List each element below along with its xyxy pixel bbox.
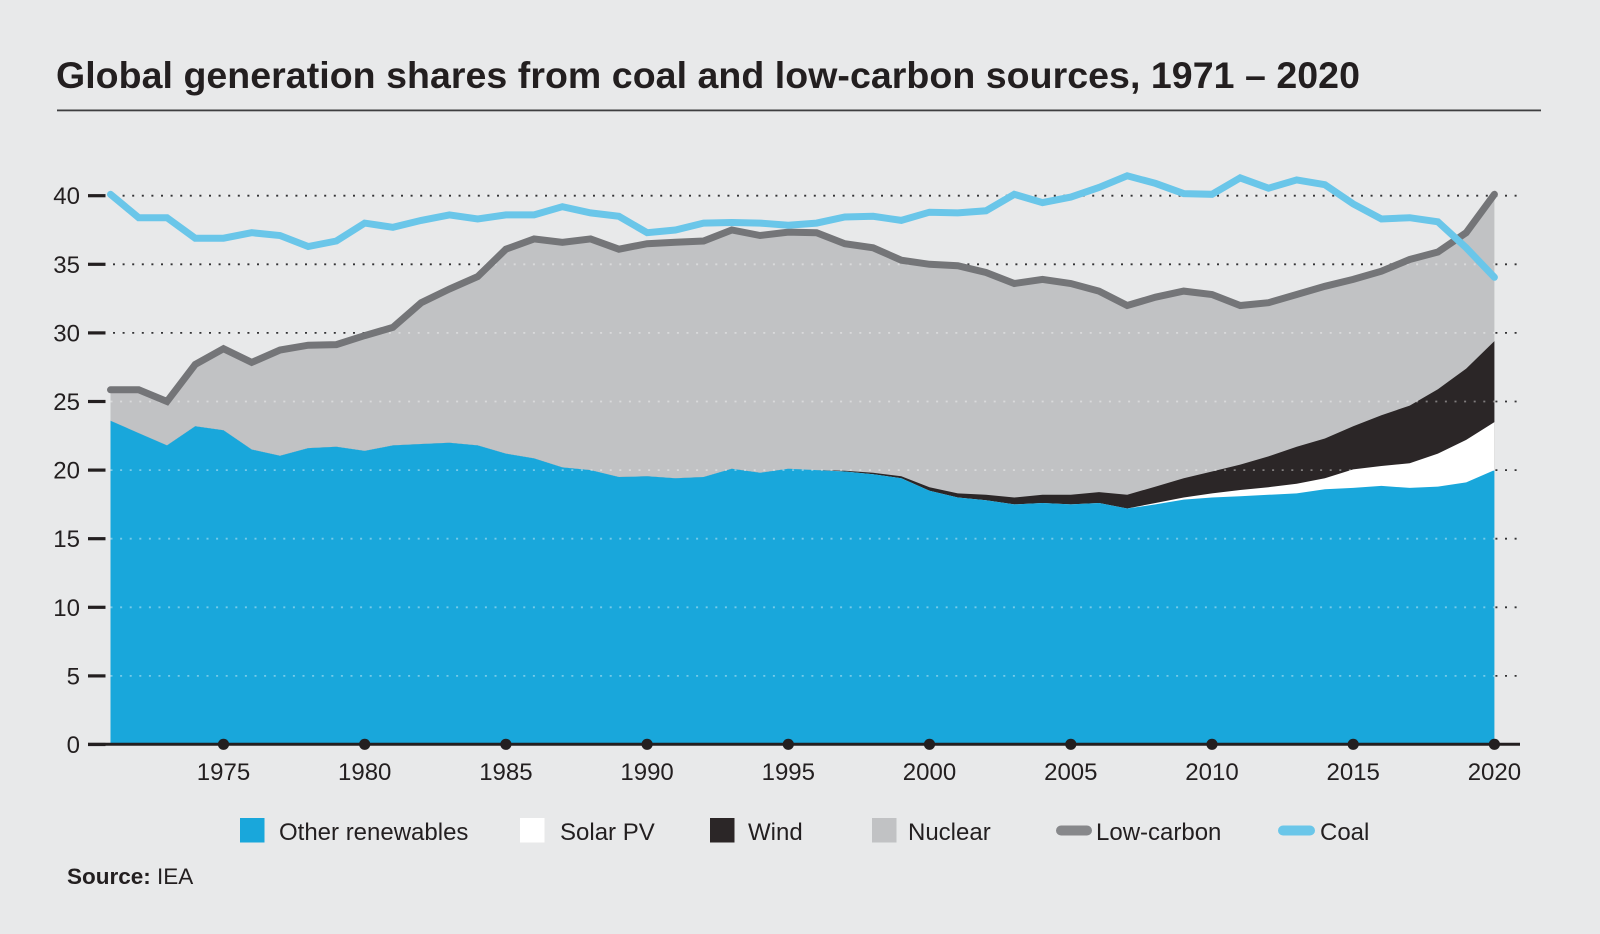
svg-text:2015: 2015 [1327, 759, 1380, 786]
svg-text:35: 35 [53, 252, 80, 279]
svg-text:Nuclear: Nuclear [908, 819, 991, 846]
svg-text:Other renewables: Other renewables [279, 819, 468, 846]
svg-text:1995: 1995 [762, 759, 815, 786]
svg-text:Wind: Wind [748, 819, 803, 846]
svg-text:25: 25 [53, 389, 80, 416]
svg-text:1980: 1980 [338, 759, 391, 786]
svg-text:30: 30 [53, 320, 80, 347]
svg-text:0: 0 [67, 732, 80, 759]
svg-text:Solar PV: Solar PV [560, 819, 655, 846]
svg-text:Coal: Coal [1320, 819, 1369, 846]
svg-text:5: 5 [67, 663, 80, 690]
svg-text:2020: 2020 [1468, 759, 1521, 786]
svg-text:1990: 1990 [620, 759, 673, 786]
svg-text:Global generation shares from: Global generation shares from coal and l… [56, 54, 1360, 96]
svg-text:1975: 1975 [197, 759, 250, 786]
svg-text:15: 15 [53, 526, 80, 553]
svg-text:Source: IEA: Source: IEA [67, 864, 193, 889]
svg-text:1985: 1985 [479, 759, 532, 786]
svg-text:40: 40 [53, 183, 80, 210]
svg-text:Low-carbon: Low-carbon [1096, 819, 1221, 846]
svg-text:2005: 2005 [1044, 759, 1097, 786]
svg-text:10: 10 [53, 595, 80, 622]
svg-text:20: 20 [53, 458, 80, 485]
svg-text:2000: 2000 [903, 759, 956, 786]
svg-text:2010: 2010 [1185, 759, 1238, 786]
